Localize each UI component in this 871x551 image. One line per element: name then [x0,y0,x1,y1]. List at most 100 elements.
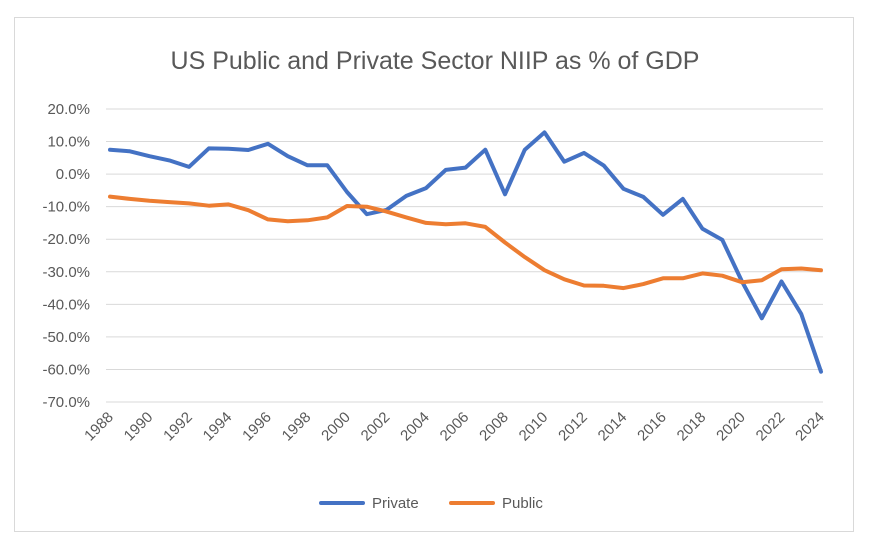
data-point-private [148,154,152,158]
data-point-public [483,225,487,229]
data-point-private [602,164,606,168]
data-point-public [286,219,290,223]
y-tick-label: -70.0% [42,394,90,411]
data-point-public [602,284,606,288]
data-point-private [661,213,665,217]
data-point-private [424,186,428,190]
data-point-private [286,154,290,158]
y-axis-ticks: 20.0% 10.0% 0.0% -10.0% -20.0% -30.0% -40.0% -5… [42,101,90,411]
series-line-public [108,194,823,291]
series-line-private [108,130,823,374]
data-point-public [385,210,389,214]
x-tick-label: 2002 [358,409,394,445]
data-point-private [641,195,645,199]
data-point-public [661,276,665,280]
data-point-private [622,187,626,191]
data-point-private [760,316,764,320]
data-point-private [444,168,448,172]
x-tick-label: 2014 [595,409,631,445]
data-point-public [720,274,724,278]
data-point-private [483,148,487,152]
data-point-private [582,151,586,155]
data-point-public [227,202,231,206]
data-point-public [266,217,270,221]
x-tick-label: 2018 [674,409,710,445]
data-point-public [404,215,408,219]
data-point-private [720,238,724,242]
data-point-private [246,148,250,152]
x-tick-label: 1996 [239,409,275,445]
legend: Private Public [319,495,543,512]
series-lines [108,130,823,374]
chart-svg: US Public and Private Sector NIIP as % o… [42,47,828,512]
data-point-private [701,227,705,231]
data-point-public [740,280,744,284]
x-tick-label: 1998 [279,409,315,445]
data-point-public [760,278,764,282]
data-point-private [325,163,329,167]
x-tick-label: 1990 [121,409,157,445]
data-point-public [799,267,803,271]
legend-label-private: Private [372,495,419,512]
x-tick-label: 2012 [555,409,591,445]
data-point-public [325,215,329,219]
data-point-public [543,268,547,272]
data-point-public [207,204,211,208]
data-point-public [424,221,428,225]
data-point-public [780,267,784,271]
y-tick-label: -20.0% [42,231,90,248]
y-tick-label: -60.0% [42,361,90,378]
data-point-public [503,241,507,245]
data-point-public [187,201,191,205]
data-point-private [306,163,310,167]
x-tick-label: 2020 [713,409,749,445]
data-point-private [819,370,823,374]
data-point-private [464,166,468,170]
y-tick-label: 0.0% [56,166,90,183]
data-point-public [167,200,171,204]
data-point-private [266,142,270,146]
y-tick-label: -40.0% [42,296,90,313]
data-point-public [128,197,132,201]
data-point-private [128,149,132,153]
data-point-public [819,268,823,272]
y-tick-label: 20.0% [47,101,90,118]
data-point-private [799,312,803,316]
x-tick-label: 2024 [792,409,828,445]
data-point-public [641,282,645,286]
chart-title: US Public and Private Sector NIIP as % o… [171,47,700,75]
data-point-public [306,218,310,222]
data-point-public [681,276,685,280]
data-point-public [345,204,349,208]
data-point-private [543,130,547,134]
data-point-public [562,277,566,281]
data-point-private [523,148,527,152]
data-point-public [246,208,250,212]
x-tick-label: 2000 [318,409,354,445]
legend-label-public: Public [502,495,543,512]
x-tick-label: 2016 [634,409,670,445]
data-point-public [365,205,369,209]
data-point-private [365,212,369,216]
x-tick-label: 1994 [200,409,236,445]
x-tick-label: 1988 [81,409,117,445]
data-point-private [345,190,349,194]
data-point-private [780,280,784,284]
data-point-public [701,271,705,275]
data-point-public [108,195,112,199]
data-point-private [503,192,507,196]
data-point-private [167,158,171,162]
x-tick-label: 2022 [753,409,789,445]
data-point-private [681,197,685,201]
data-point-private [404,194,408,198]
data-point-private [187,165,191,169]
data-point-public [464,221,468,225]
data-point-public [582,284,586,288]
data-point-public [148,199,152,203]
x-tick-label: 1992 [160,409,196,445]
x-tick-label: 2010 [516,409,552,445]
data-point-private [108,148,112,152]
data-point-public [444,222,448,226]
chart-frame: US Public and Private Sector NIIP as % o… [14,17,854,532]
x-tick-label: 2004 [397,409,433,445]
